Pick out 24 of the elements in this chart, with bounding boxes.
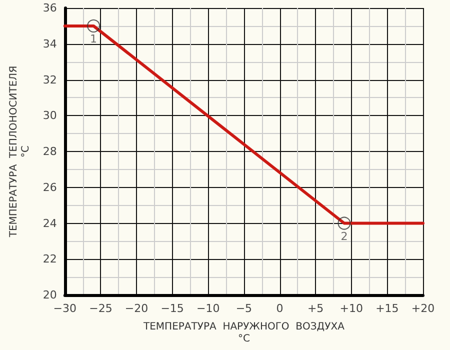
- x-tick-label: +20: [411, 302, 435, 315]
- y-tick-label: 30: [42, 109, 57, 122]
- y-tick-label: 36: [42, 2, 57, 14]
- y-tick-label: 26: [42, 180, 57, 194]
- x-tick-label: +5: [307, 302, 324, 315]
- y-tick-label: 28: [42, 145, 57, 158]
- x-tick-label: 0: [276, 302, 284, 315]
- x-axis-title: ТЕМПЕРАТУРА НАРУЖНОГО ВОЗДУХА °C: [142, 322, 345, 344]
- annotation: 2: [340, 230, 348, 243]
- annotation: 1: [90, 32, 98, 46]
- x-tick-label: −25: [89, 302, 112, 315]
- y-tick-label: 24: [42, 216, 57, 230]
- y-tick-label: 20: [42, 288, 57, 302]
- y-tick-label: 34: [42, 37, 57, 50]
- y-tick-label: 22: [42, 252, 57, 266]
- y-axis-title: ТЕМПЕРАТУРА ТЕПЛОНОСИТЕЛЯ °C: [8, 66, 32, 238]
- x-tick-label: −10: [196, 302, 220, 315]
- x-tick-label: +15: [376, 302, 399, 315]
- x-tick-label: +10: [340, 302, 363, 315]
- x-tick-label: −30: [53, 302, 77, 315]
- y-tick-label: 32: [42, 73, 57, 86]
- x-tick-label: −20: [124, 302, 148, 315]
- x-tick-label: −15: [160, 302, 184, 315]
- x-tick-label: −5: [236, 302, 252, 315]
